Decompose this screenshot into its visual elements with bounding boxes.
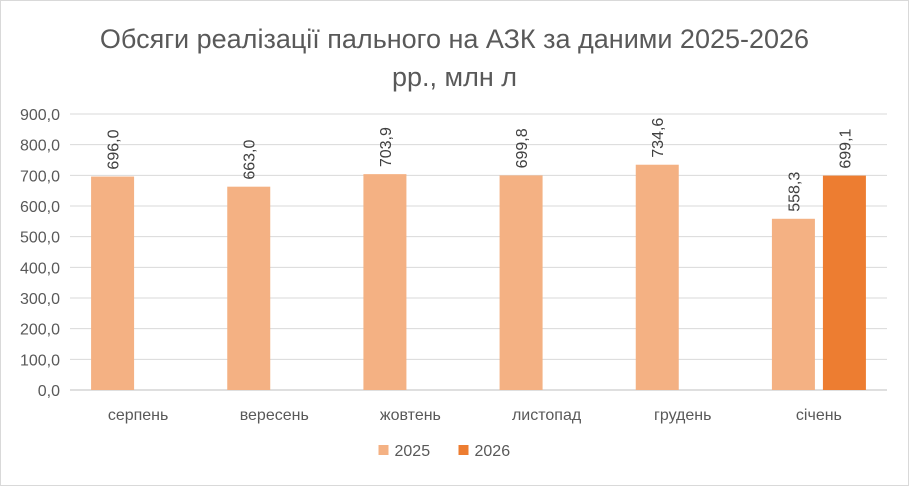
bar-2026-5	[822, 175, 866, 390]
bar-2025-4	[635, 164, 679, 390]
bar-2025-5	[771, 218, 815, 390]
y-tick-label: 0,0	[38, 383, 60, 400]
x-tick-label: січень	[796, 407, 842, 424]
data-label: 663,0	[242, 140, 259, 180]
data-label: 558,3	[786, 172, 803, 212]
x-tick-label: вересень	[240, 407, 309, 424]
data-label: 699,8	[514, 128, 531, 168]
y-tick-label: 200,0	[20, 322, 60, 339]
y-tick-label: 900,0	[20, 107, 60, 124]
data-label: 734,6	[650, 118, 667, 158]
y-tick-label: 800,0	[20, 138, 60, 155]
data-label: 699,1	[837, 128, 854, 168]
data-label: 703,9	[378, 127, 395, 167]
y-tick-label: 600,0	[20, 199, 60, 216]
bar-2025-2	[363, 174, 407, 390]
x-tick-label: листопад	[512, 407, 582, 424]
y-tick-label: 700,0	[20, 168, 60, 185]
y-tick-label: 400,0	[20, 260, 60, 277]
chart-title-line-1: Обсяги реалізації пального на АЗК за дан…	[99, 24, 810, 54]
data-label: 696,0	[106, 129, 123, 169]
legend-label-2025: 2025	[395, 443, 431, 460]
bar-2025-3	[499, 175, 543, 390]
chart-title-line-2: рр., млн л	[391, 62, 518, 92]
y-tick-label: 100,0	[20, 352, 60, 369]
y-tick-label: 300,0	[20, 291, 60, 308]
legend-swatch-2025	[378, 445, 389, 455]
x-tick-label: серпень	[108, 407, 169, 424]
bar-2025-0	[91, 176, 135, 390]
legend-swatch-2026	[458, 445, 469, 455]
chart-title: Обсяги реалізації пального на АЗК за дан…	[0, 20, 909, 96]
y-tick-label: 500,0	[20, 230, 60, 247]
x-tick-label: грудень	[654, 407, 711, 424]
x-tick-label: жовтень	[380, 407, 441, 424]
legend-label-2026: 2026	[475, 443, 511, 460]
bar-2025-1	[227, 186, 271, 390]
